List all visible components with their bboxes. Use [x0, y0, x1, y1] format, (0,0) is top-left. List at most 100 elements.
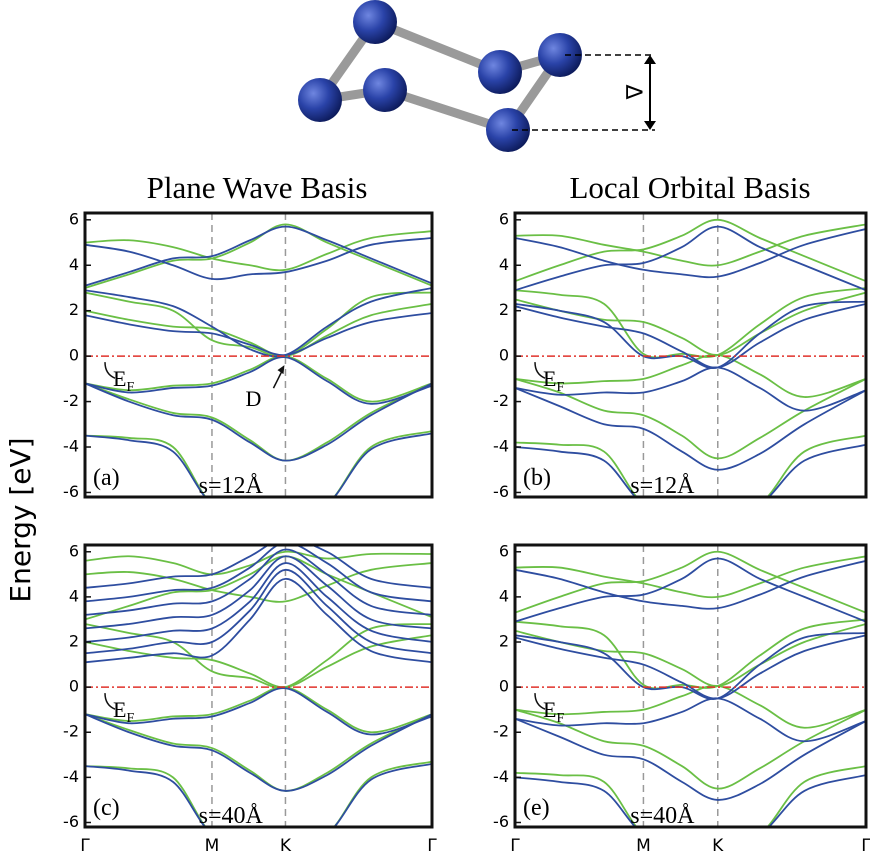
- band: [85, 545, 432, 603]
- fermi-arrow: [104, 693, 116, 710]
- fermi-label: EF: [543, 697, 564, 726]
- y-tick-label: 0: [69, 346, 79, 365]
- fermi-label-sub: F: [556, 711, 564, 726]
- band: [515, 717, 866, 801]
- x-tick-label: M: [636, 836, 651, 856]
- y-tick-label: -4: [63, 767, 79, 786]
- panel-label: (e): [523, 795, 550, 821]
- band: [85, 713, 432, 792]
- band: [85, 223, 432, 289]
- y-tick-label: -4: [493, 767, 509, 786]
- y-tick-label: 0: [499, 346, 509, 365]
- band: [85, 634, 432, 689]
- panel-frame: [513, 543, 868, 829]
- separation-note: s=12Å: [199, 473, 264, 499]
- fermi-arrow: [104, 362, 116, 379]
- band: [85, 382, 432, 462]
- band: [515, 634, 866, 700]
- y-tick-label: 4: [69, 586, 79, 605]
- y-tick-label: -4: [63, 437, 79, 456]
- band: [85, 762, 432, 827]
- y-tick-label: -2: [63, 722, 79, 741]
- y-tick-label: -4: [493, 437, 509, 456]
- band: [85, 432, 432, 497]
- panel-frame: [83, 543, 434, 829]
- band: [85, 302, 432, 358]
- y-tick-label: 6: [69, 209, 79, 228]
- x-tick-label: K: [712, 836, 724, 856]
- separation-note: s=40Å: [199, 803, 264, 829]
- y-tick-label: -6: [493, 482, 509, 501]
- band: [85, 568, 432, 655]
- band: [515, 774, 866, 827]
- band: [515, 303, 866, 369]
- panel-label: (b): [523, 465, 551, 491]
- y-tick-label: -6: [63, 812, 79, 831]
- band: [515, 291, 866, 356]
- y-tick-label: -6: [63, 482, 79, 501]
- band: [515, 353, 866, 398]
- fermi-label-main: E: [113, 366, 126, 391]
- x-tick-label: Γ: [80, 836, 90, 856]
- band: [85, 287, 432, 358]
- band: [515, 287, 866, 359]
- band: [515, 550, 866, 614]
- band: [85, 430, 432, 497]
- y-tick-label: -2: [63, 391, 79, 410]
- band: [515, 225, 866, 292]
- band: [85, 713, 432, 792]
- band: [515, 555, 866, 599]
- band: [515, 443, 866, 497]
- separation-note: s=12Å: [630, 473, 695, 499]
- band: [85, 760, 432, 827]
- panel-label: (a): [93, 465, 120, 491]
- x-tick-label: Γ: [861, 836, 870, 856]
- y-tick-label: 6: [69, 541, 79, 560]
- band: [85, 686, 432, 734]
- band: [515, 697, 866, 743]
- band: [85, 550, 432, 576]
- fermi-label: EF: [113, 697, 134, 726]
- band: [85, 237, 432, 281]
- band: [515, 623, 866, 687]
- band: [85, 355, 432, 403]
- column-title: Plane Wave Basis: [147, 170, 368, 205]
- y-tick-label: 2: [69, 300, 79, 319]
- band: [85, 356, 432, 405]
- y-axis-label: Energy [eV]: [4, 437, 37, 602]
- y-tick-label: 0: [69, 677, 79, 696]
- x-tick-label: M: [205, 836, 220, 856]
- band: [85, 562, 432, 603]
- fermi-label: EF: [113, 366, 134, 395]
- y-tick-label: 6: [499, 209, 509, 228]
- band: [515, 618, 866, 690]
- y-tick-label: -2: [493, 391, 509, 410]
- band: [515, 557, 866, 623]
- separation-note: s=40Å: [630, 803, 695, 829]
- y-tick-label: -6: [493, 812, 509, 831]
- structure: Δ: [298, 0, 656, 152]
- panel-frame: [83, 211, 434, 499]
- y-tick-label: 2: [499, 632, 509, 651]
- band: [515, 684, 866, 729]
- band: [515, 632, 866, 700]
- y-tick-label: 2: [499, 300, 509, 319]
- fermi-arrow: [534, 362, 546, 379]
- dirac-arrowhead: [277, 365, 285, 375]
- fermi-label-main: E: [543, 697, 556, 722]
- band: [515, 223, 866, 267]
- band: [85, 545, 432, 589]
- panel: [515, 213, 866, 497]
- band: [515, 559, 866, 610]
- panel: [85, 545, 432, 827]
- panel-frame: [513, 211, 868, 499]
- band: [515, 434, 866, 497]
- y-tick-label: 6: [499, 541, 509, 560]
- y-tick-label: 2: [69, 632, 79, 651]
- panel: [515, 545, 866, 827]
- fermi-label-main: E: [543, 366, 556, 391]
- y-tick-label: 4: [499, 586, 509, 605]
- column-title: Local Orbital Basis: [569, 170, 810, 205]
- fermi-label-sub: F: [126, 380, 134, 395]
